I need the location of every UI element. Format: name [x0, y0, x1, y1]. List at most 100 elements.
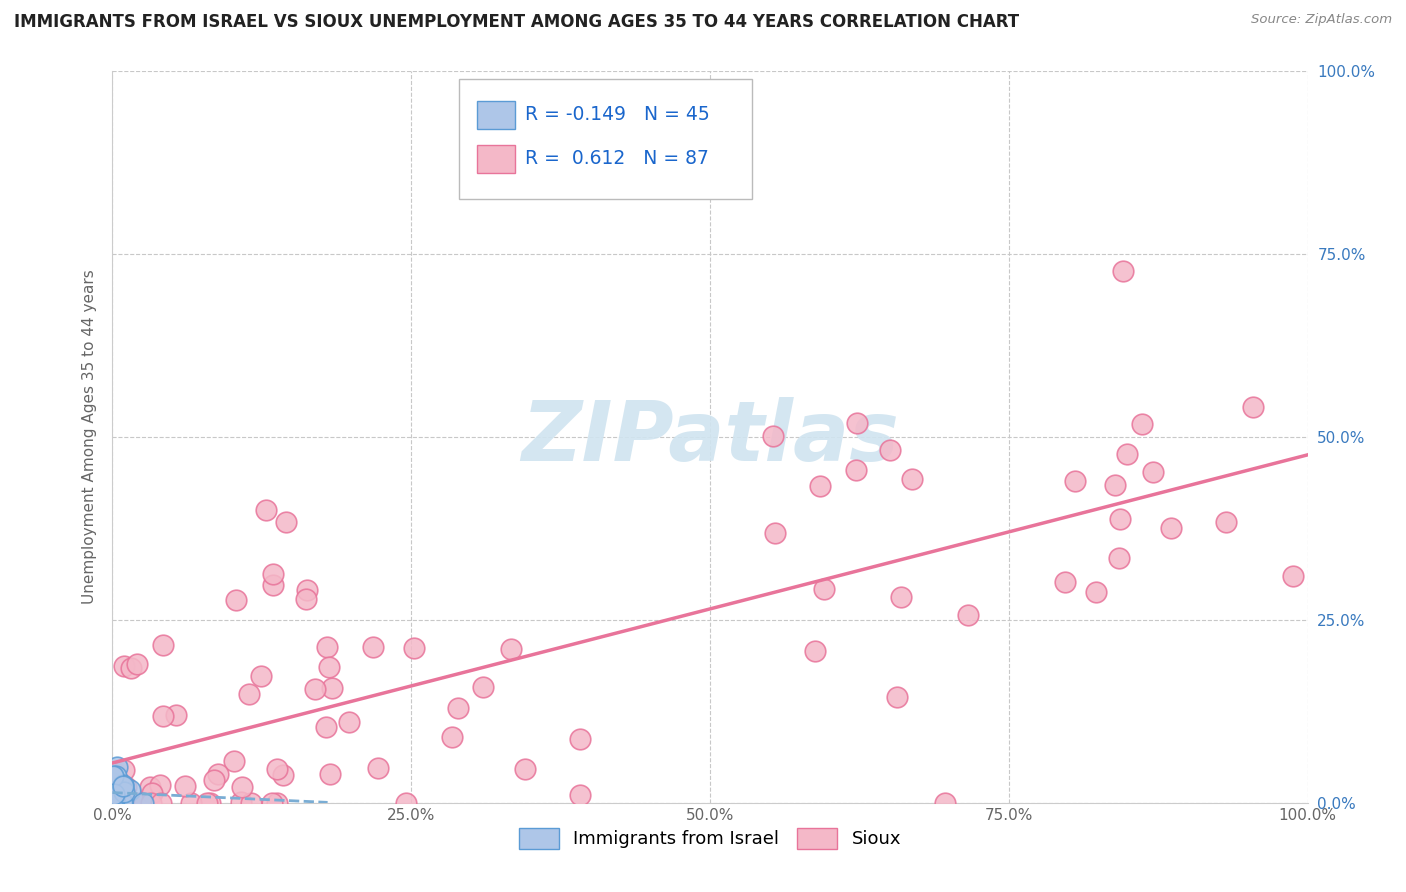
Point [446, 700, 468, 714]
Point [103, 772, 125, 787]
Point [152, 638, 174, 652]
FancyBboxPatch shape [477, 145, 515, 173]
Point [304, 681, 326, 696]
Point [103, 796, 125, 810]
Point [761, 429, 783, 443]
Point [139, 796, 162, 810]
Point [120, 660, 142, 674]
Point [295, 592, 318, 607]
Point [845, 463, 868, 477]
Y-axis label: Unemployment Among Ages 35 to 44 years: Unemployment Among Ages 35 to 44 years [82, 269, 97, 605]
Point [103, 796, 125, 810]
Point [316, 640, 339, 654]
Point [886, 690, 908, 704]
Point [103, 796, 125, 810]
Point [845, 416, 868, 430]
Point [101, 791, 124, 805]
Text: R =  0.612   N = 87: R = 0.612 N = 87 [524, 149, 709, 168]
Point [568, 789, 591, 803]
Point [103, 781, 125, 796]
Point [103, 792, 125, 806]
Point [103, 787, 125, 801]
Point [501, 641, 523, 656]
Point [254, 503, 277, 517]
Point [101, 796, 124, 810]
Point [104, 781, 127, 796]
Point [101, 786, 124, 800]
Point [101, 769, 124, 783]
Point [804, 643, 827, 657]
Point [1215, 515, 1237, 529]
Point [103, 780, 125, 794]
Point [101, 790, 124, 805]
Point [274, 515, 297, 529]
Point [112, 659, 135, 673]
Point [101, 791, 124, 805]
Point [125, 657, 148, 671]
Point [103, 792, 125, 806]
Point [240, 796, 263, 810]
Point [395, 796, 418, 810]
Point [104, 796, 127, 810]
Point [568, 732, 591, 747]
Point [250, 669, 273, 683]
Point [295, 583, 318, 598]
Point [101, 781, 124, 796]
Point [1160, 521, 1182, 535]
Point [363, 640, 385, 655]
Point [101, 787, 124, 801]
Point [1115, 448, 1137, 462]
Point [101, 784, 124, 798]
Point [118, 796, 141, 810]
Point [1053, 575, 1076, 590]
Point [141, 786, 163, 800]
Point [402, 641, 425, 656]
Point [262, 567, 284, 582]
Point [266, 763, 288, 777]
Point [1142, 465, 1164, 479]
Point [321, 681, 343, 695]
Point [1064, 474, 1087, 488]
Point [107, 787, 129, 801]
Point [165, 707, 187, 722]
FancyBboxPatch shape [477, 102, 515, 129]
Point [104, 796, 127, 810]
Point [111, 796, 134, 810]
Point [149, 778, 172, 792]
Point [180, 796, 202, 810]
Point [1084, 584, 1107, 599]
Point [207, 766, 229, 780]
Point [1109, 512, 1132, 526]
Point [115, 780, 138, 794]
Point [152, 709, 174, 723]
Point [1108, 550, 1130, 565]
Point [110, 794, 132, 808]
Point [956, 607, 979, 622]
Point [101, 776, 124, 790]
Point [112, 763, 135, 777]
Point [101, 772, 124, 787]
Text: R = -0.149   N = 45: R = -0.149 N = 45 [524, 105, 710, 124]
Point [441, 731, 464, 745]
Point [101, 780, 124, 794]
Point [238, 687, 260, 701]
Point [890, 590, 912, 604]
Point [901, 472, 924, 486]
Point [101, 782, 124, 797]
Point [101, 796, 124, 810]
Point [101, 789, 124, 803]
Point [231, 795, 253, 809]
Point [112, 785, 135, 799]
Point [101, 796, 124, 810]
Point [120, 783, 142, 797]
Point [103, 787, 125, 801]
Point [222, 755, 245, 769]
Point [763, 526, 786, 541]
Point [108, 778, 131, 792]
Point [149, 796, 172, 810]
Point [132, 796, 155, 810]
Point [1104, 478, 1126, 492]
Point [319, 767, 342, 781]
Point [197, 796, 219, 810]
Point [111, 796, 134, 810]
